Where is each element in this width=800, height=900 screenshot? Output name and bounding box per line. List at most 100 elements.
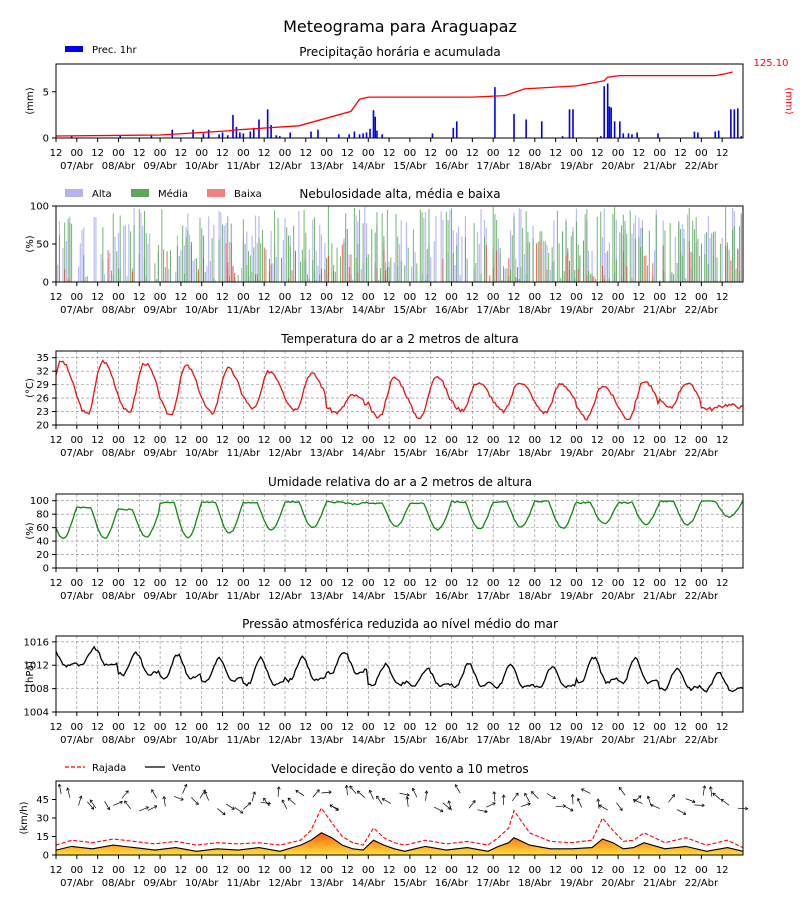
wind-direction-arrow xyxy=(67,787,71,798)
x-tick-label: 12 xyxy=(549,435,562,446)
x-date-label: 14/Abr xyxy=(352,161,386,172)
cloud-mid-bar xyxy=(596,217,598,282)
y-tick-label: 0 xyxy=(43,851,49,862)
x-tick-label: 00 xyxy=(445,578,458,589)
x-tick-label: 00 xyxy=(653,865,666,876)
x-tick-label: 00 xyxy=(612,292,625,303)
cloud-mid-bar xyxy=(428,209,430,282)
wind-direction-arrow xyxy=(712,792,721,800)
precip-bar xyxy=(202,133,205,138)
wind-arrow-head xyxy=(356,790,361,794)
cloud-high-bar xyxy=(352,279,354,282)
wind-direction-arrow xyxy=(531,791,539,799)
cloud-mid-bar xyxy=(343,241,345,282)
legend-label-gust: Rajada xyxy=(92,763,126,774)
x-date-label: 11/Abr xyxy=(227,448,261,459)
plot-frame xyxy=(55,493,744,569)
wind-arrow-head xyxy=(484,809,488,814)
y-axis-label: (°C) xyxy=(25,378,36,398)
wind-direction-arrow xyxy=(349,785,357,794)
cloud-mid-bar xyxy=(624,221,626,282)
wind-arrow-head xyxy=(406,792,410,797)
wind-direction-arrow xyxy=(78,795,82,806)
y-tick-label: 0 xyxy=(43,278,49,289)
x-tick-label: 12 xyxy=(424,292,437,303)
wind-arrow-head xyxy=(562,804,566,808)
wind-direction-arrow xyxy=(598,804,608,811)
cloud-low-bar xyxy=(508,258,510,282)
wind-arrow-head xyxy=(744,806,748,811)
plot-frame xyxy=(55,780,744,856)
x-date-label: 22/Abr xyxy=(685,878,719,889)
x-tick-label: 12 xyxy=(341,435,354,446)
x-date-label: 10/Abr xyxy=(185,878,219,889)
cloud-mid-bar xyxy=(213,278,215,282)
wind-direction-arrow xyxy=(555,805,566,808)
cloud-mid-bar xyxy=(248,250,250,282)
cloud-mid-bar xyxy=(258,237,260,282)
y-axis-label: (km/h) xyxy=(19,801,30,834)
x-tick-label: 12 xyxy=(341,148,354,159)
cloud-mid-bar xyxy=(494,213,496,282)
x-tick-label: 00 xyxy=(570,578,583,589)
precip-bar xyxy=(207,129,210,138)
wind-arrow-head xyxy=(316,789,320,793)
cloud-mid-bar xyxy=(260,243,262,282)
x-tick-label: 00 xyxy=(154,148,167,159)
x-date-label: 19/Abr xyxy=(560,448,594,459)
x-date-label: 12/Abr xyxy=(268,448,302,459)
x-tick-label: 00 xyxy=(320,865,333,876)
x-tick-label: 12 xyxy=(591,865,604,876)
wind-direction-arrow xyxy=(710,786,713,797)
x-tick-label: 12 xyxy=(258,578,271,589)
cloud-mid-bar xyxy=(678,221,680,282)
wind-direction-arrow xyxy=(676,809,687,815)
x-tick-label: 00 xyxy=(154,578,167,589)
wind-arrow-head xyxy=(344,785,349,789)
cloud-mid-bar xyxy=(117,268,119,282)
plot-frame xyxy=(55,350,744,426)
cloud-mid-bar xyxy=(648,230,650,282)
cloud-low-bar xyxy=(603,279,605,282)
cloud-mid-bar xyxy=(673,274,675,282)
wind-direction-arrow xyxy=(251,791,256,802)
x-tick-label: 12 xyxy=(466,722,479,733)
cloud-mid-bar xyxy=(419,209,421,282)
cloud-low-bar xyxy=(517,267,518,282)
x-tick-label: 12 xyxy=(466,435,479,446)
cloud-high-bar xyxy=(84,276,87,282)
x-tick-label: 12 xyxy=(216,722,229,733)
cloud-low-bar xyxy=(593,276,595,282)
y-axis-label: (mm) xyxy=(25,87,36,114)
cloud-high-bar xyxy=(109,252,111,282)
cloud-mid-bar xyxy=(265,249,267,282)
wind-direction-arrow xyxy=(668,794,675,803)
cloud-mid-bar xyxy=(303,210,305,282)
cloud-mid-bar xyxy=(404,265,406,282)
cloud-high-bar xyxy=(615,219,617,282)
x-tick-label: 12 xyxy=(716,578,729,589)
wind-arrow-head xyxy=(501,794,506,798)
wind-arrow-head xyxy=(596,798,601,802)
cloud-high-bar xyxy=(324,242,326,282)
x-tick-label: 00 xyxy=(528,435,541,446)
cloud-high-bar xyxy=(62,248,64,282)
x-date-label: 13/Abr xyxy=(310,305,344,316)
wind-arrow-head xyxy=(106,806,111,811)
x-date-label: 19/Abr xyxy=(560,591,594,602)
x-tick-label: 12 xyxy=(466,148,479,159)
x-tick-label: 00 xyxy=(362,292,375,303)
wind-direction-arrow xyxy=(412,788,418,798)
x-tick-label: 12 xyxy=(674,578,687,589)
wind-arrow-head xyxy=(89,799,94,803)
x-tick-label: 00 xyxy=(487,865,500,876)
precip-bar xyxy=(348,134,350,138)
cloud-mid-bar xyxy=(614,207,616,282)
wind-direction-arrow xyxy=(287,797,296,805)
cloud-mid-bar xyxy=(713,231,715,282)
wind-arrow-head xyxy=(328,790,332,795)
cloud-mid-bar xyxy=(300,261,302,282)
cloud-mid-bar xyxy=(201,228,203,282)
precip-bar xyxy=(540,121,543,138)
cloud-mid-bar xyxy=(156,278,158,282)
